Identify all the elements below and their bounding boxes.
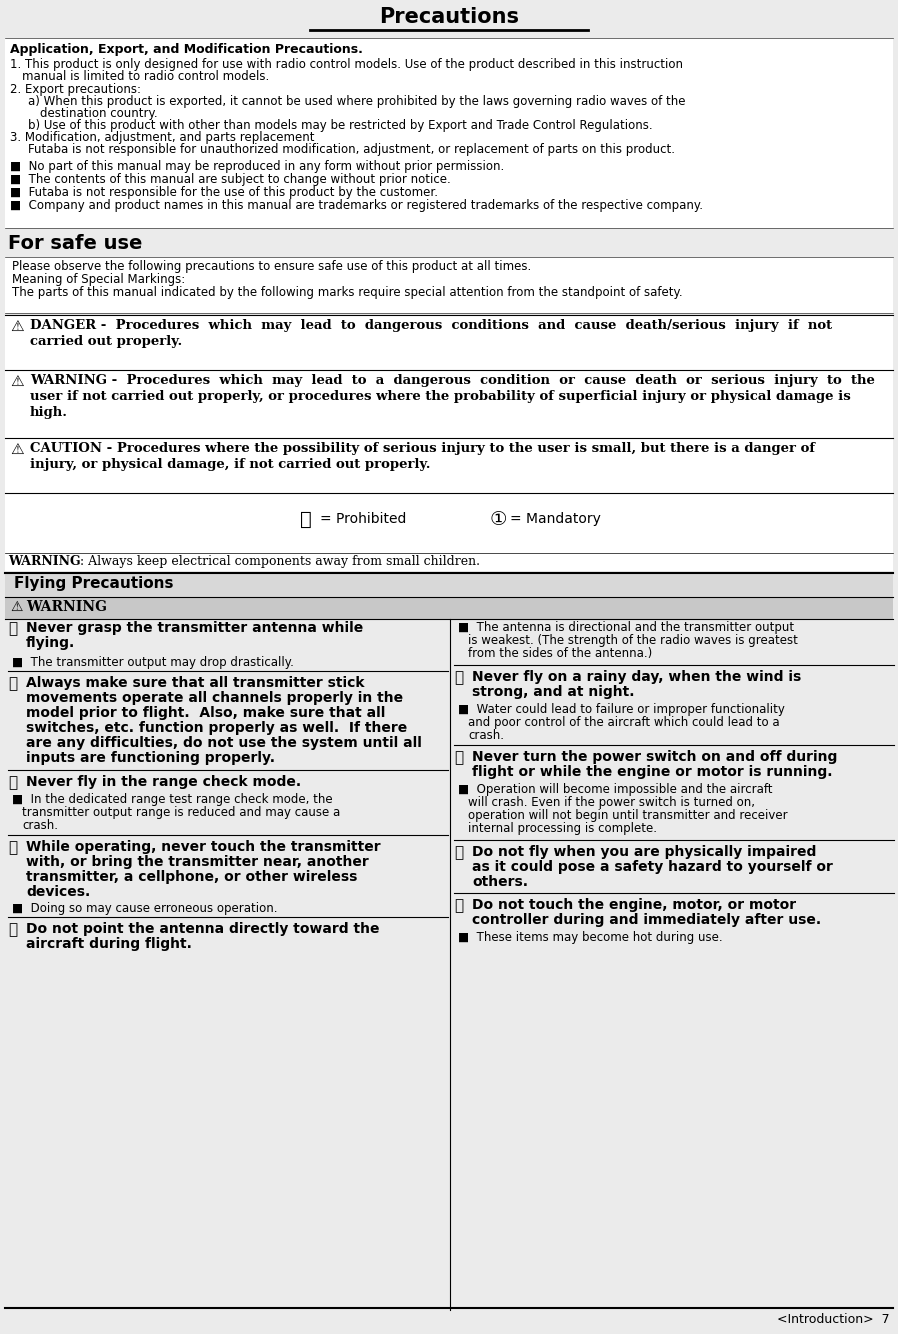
Bar [5, 438, 893, 494]
Bar [5, 315, 893, 370]
Text: movements operate all channels properly in the: movements operate all channels properly … [26, 691, 403, 704]
Text: WARNING: WARNING [8, 555, 81, 568]
Text: ⦸: ⦸ [454, 750, 463, 764]
Text: ■  Doing so may cause erroneous operation.: ■ Doing so may cause erroneous operation… [12, 902, 277, 915]
Text: DANGER -  Procedures  which  may  lead  to  dangerous  conditions  and  cause  d: DANGER - Procedures which may lead to da… [30, 319, 832, 332]
Text: CAUTION - Procedures where the possibility of serious injury to the user is smal: CAUTION - Procedures where the possibili… [30, 442, 815, 455]
Text: ⦸: ⦸ [454, 898, 463, 912]
Text: = Prohibited: = Prohibited [320, 512, 407, 526]
Text: Flying Precautions: Flying Precautions [14, 576, 173, 591]
Text: a) When this product is exported, it cannot be used where prohibited by the laws: a) When this product is exported, it can… [28, 95, 685, 108]
Text: is weakest. (The strength of the radio waves is greatest: is weakest. (The strength of the radio w… [468, 634, 798, 647]
Text: others.: others. [472, 875, 528, 888]
Text: injury, or physical damage, if not carried out properly.: injury, or physical damage, if not carri… [30, 458, 430, 471]
Text: WARNING -  Procedures  which  may  lead  to  a  dangerous  condition  or  cause : WARNING - Procedures which may lead to a… [30, 374, 875, 387]
Text: ⦸: ⦸ [8, 622, 17, 636]
Text: ①: ① [490, 510, 507, 530]
Text: internal processing is complete.: internal processing is complete. [468, 822, 657, 835]
Text: ⦸: ⦸ [8, 840, 17, 855]
Text: ⦸: ⦸ [8, 676, 17, 691]
Text: flying.: flying. [26, 636, 75, 650]
Text: Never fly in the range check mode.: Never fly in the range check mode. [26, 775, 301, 788]
Text: Meaning of Special Markings:: Meaning of Special Markings: [12, 273, 185, 285]
Text: ⦸: ⦸ [454, 844, 463, 860]
Text: manual is limited to radio control models.: manual is limited to radio control model… [22, 69, 269, 83]
Bar [5, 494, 893, 554]
Text: 3. Modification, adjustment, and parts replacement: 3. Modification, adjustment, and parts r… [10, 131, 314, 144]
Text: transmitter, a cellphone, or other wireless: transmitter, a cellphone, or other wirel… [26, 870, 357, 884]
Text: inputs are functioning properly.: inputs are functioning properly. [26, 751, 275, 764]
Text: : Always keep electrical components away from small children.: : Always keep electrical components away… [80, 555, 480, 568]
Text: For safe use: For safe use [8, 233, 143, 253]
Text: crash.: crash. [22, 819, 58, 832]
Text: Please observe the following precautions to ensure safe use of this product at a: Please observe the following precautions… [12, 260, 532, 273]
Text: ■  The antenna is directional and the transmitter output: ■ The antenna is directional and the tra… [458, 622, 794, 634]
Text: Never grasp the transmitter antenna while: Never grasp the transmitter antenna whil… [26, 622, 364, 635]
Text: high.: high. [30, 406, 68, 419]
Text: 2. Export precautions:: 2. Export precautions: [10, 83, 141, 96]
Text: operation will not begin until transmitter and receiver: operation will not begin until transmitt… [468, 808, 788, 822]
Text: controller during and immediately after use.: controller during and immediately after … [472, 912, 821, 927]
Text: ■  These items may become hot during use.: ■ These items may become hot during use. [458, 931, 723, 944]
Text: user if not carried out properly, or procedures where the probability of superfi: user if not carried out properly, or pro… [30, 390, 850, 403]
Text: ■  Operation will become impossible and the aircraft: ■ Operation will become impossible and t… [458, 783, 772, 796]
Text: Application, Export, and Modification Precautions.: Application, Export, and Modification Pr… [10, 43, 363, 56]
Text: as it could pose a safety hazard to yourself or: as it could pose a safety hazard to your… [472, 860, 832, 874]
Text: WARNING: WARNING [26, 600, 107, 614]
Text: model prior to flight.  Also, make sure that all: model prior to flight. Also, make sure t… [26, 706, 385, 720]
Bar [5, 370, 893, 438]
Text: Always make sure that all transmitter stick: Always make sure that all transmitter st… [26, 676, 365, 690]
Text: 1. This product is only designed for use with radio control models. Use of the p: 1. This product is only designed for use… [10, 57, 683, 71]
Text: Precautions: Precautions [379, 7, 519, 27]
Text: Never fly on a rainy day, when the wind is: Never fly on a rainy day, when the wind … [472, 670, 801, 684]
Text: ■  Futaba is not responsible for the use of this product by the customer.: ■ Futaba is not responsible for the use … [10, 185, 438, 199]
Text: ⦸: ⦸ [8, 775, 17, 790]
Bar [5, 257, 893, 313]
Text: aircraft during flight.: aircraft during flight. [26, 936, 192, 951]
Text: carried out properly.: carried out properly. [30, 335, 182, 348]
Text: from the sides of the antenna.): from the sides of the antenna.) [468, 647, 652, 660]
Text: with, or bring the transmitter near, another: with, or bring the transmitter near, ano… [26, 855, 369, 868]
Text: switches, etc. function properly as well.  If there: switches, etc. function properly as well… [26, 720, 408, 735]
Text: While operating, never touch the transmitter: While operating, never touch the transmi… [26, 840, 381, 854]
Bar [5, 598, 893, 619]
Text: Do not point the antenna directly toward the: Do not point the antenna directly toward… [26, 922, 380, 936]
Text: crash.: crash. [468, 728, 504, 742]
Text: Do not fly when you are physically impaired: Do not fly when you are physically impai… [472, 844, 816, 859]
Text: Futaba is not responsible for unauthorized modification, adjustment, or replacem: Futaba is not responsible for unauthoriz… [28, 143, 675, 156]
Text: = Mandatory: = Mandatory [510, 512, 601, 526]
Text: <Introduction>  7: <Introduction> 7 [778, 1313, 890, 1326]
Text: Do not touch the engine, motor, or motor: Do not touch the engine, motor, or motor [472, 898, 797, 912]
Bar [5, 37, 893, 228]
Text: ⦸: ⦸ [454, 670, 463, 684]
Text: strong, and at night.: strong, and at night. [472, 684, 635, 699]
Text: ⦸: ⦸ [300, 510, 312, 530]
Text: ■  The transmitter output may drop drastically.: ■ The transmitter output may drop drasti… [12, 656, 294, 668]
Text: b) Use of this product with other than models may be restricted by Export and Tr: b) Use of this product with other than m… [28, 119, 653, 132]
Text: are any difficulties, do not use the system until all: are any difficulties, do not use the sys… [26, 736, 422, 750]
Text: ■  No part of this manual may be reproduced in any form without prior permission: ■ No part of this manual may be reproduc… [10, 160, 505, 173]
Text: transmitter output range is reduced and may cause a: transmitter output range is reduced and … [22, 806, 340, 819]
Text: ⚠: ⚠ [10, 374, 23, 390]
Text: The parts of this manual indicated by the following marks require special attent: The parts of this manual indicated by th… [12, 285, 682, 299]
Text: destination country.: destination country. [40, 107, 158, 120]
Bar [5, 574, 893, 598]
Text: ■  Water could lead to failure or improper functionality: ■ Water could lead to failure or imprope… [458, 703, 785, 716]
Text: ⚠: ⚠ [10, 319, 23, 334]
Text: Never turn the power switch on and off during: Never turn the power switch on and off d… [472, 750, 837, 764]
Text: ■  The contents of this manual are subject to change without prior notice.: ■ The contents of this manual are subjec… [10, 173, 451, 185]
Text: ⚠: ⚠ [10, 600, 22, 614]
Text: ■  Company and product names in this manual are trademarks or registered tradema: ■ Company and product names in this manu… [10, 199, 703, 212]
Text: ⦸: ⦸ [8, 922, 17, 936]
Text: devices.: devices. [26, 884, 91, 899]
Text: and poor control of the aircraft which could lead to a: and poor control of the aircraft which c… [468, 716, 779, 728]
Text: will crash. Even if the power switch is turned on,: will crash. Even if the power switch is … [468, 796, 755, 808]
Text: ■  In the dedicated range test range check mode, the: ■ In the dedicated range test range chec… [12, 792, 332, 806]
Text: flight or while the engine or motor is running.: flight or while the engine or motor is r… [472, 764, 832, 779]
Text: ⚠: ⚠ [10, 442, 23, 458]
Bar [5, 554, 893, 571]
